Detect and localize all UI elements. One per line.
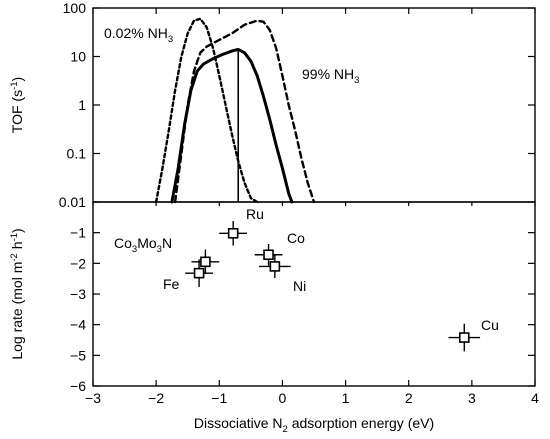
bottom-y-tick-label: −6 (70, 378, 86, 394)
point-label-cu: Cu (481, 317, 499, 333)
bottom-y-tick-label: −4 (70, 317, 86, 333)
bottom-y-axis-label: Log rate (mol m-2 h-1) (9, 228, 25, 359)
point-label-fe: Fe (163, 276, 180, 292)
x-tick-label: 4 (531, 390, 539, 406)
x-tick-label: −2 (148, 390, 164, 406)
data-point-fe (193, 267, 205, 279)
annotation-high-nh3: 99% NH3 (302, 66, 359, 86)
data-point-cu (458, 332, 470, 343)
x-tick-label: 3 (468, 390, 476, 406)
x-tick-label: −3 (85, 390, 101, 406)
x-axis-label: Dissociative N2 adsorption energy (eV) (194, 415, 434, 435)
bottom-panel-frame (92, 201, 536, 387)
point-label-co: Co (287, 230, 305, 246)
bottom-y-tick-label: −1 (70, 225, 86, 241)
data-point-co (263, 249, 274, 261)
x-tick-label: −1 (211, 390, 227, 406)
point-label-co3mo3n: Co3Mo3N (114, 235, 172, 255)
x-tick-label: 1 (342, 390, 350, 406)
bottom-y-tick-label: −2 (70, 255, 86, 271)
data-point-co3mo3n (200, 256, 211, 268)
point-label-ni: Ni (293, 278, 306, 294)
data-point-ni (269, 261, 281, 272)
top-y-tick-label: 0.1 (67, 146, 87, 162)
top-y-tick-label: 100 (63, 0, 87, 16)
x-tick-label: 2 (405, 390, 413, 406)
annotation-low-nh3: 0.02% NH3 (104, 25, 173, 45)
series-line-dashed (173, 19, 316, 204)
data-point-ru (227, 227, 239, 239)
top-y-axis-label: TOF (s-1) (9, 77, 25, 133)
series-line-solid (170, 47, 294, 204)
bottom-y-tick-label: −5 (70, 347, 86, 363)
point-label-ru: Ru (246, 206, 264, 222)
bottom-y-tick-label: −3 (70, 286, 86, 302)
top-y-tick-label: 0.01 (59, 194, 86, 210)
top-y-tick-label: 10 (70, 49, 86, 65)
series-line-dotted (154, 17, 259, 204)
top-y-tick-label: 1 (78, 97, 86, 113)
x-tick-label: 0 (279, 390, 287, 406)
